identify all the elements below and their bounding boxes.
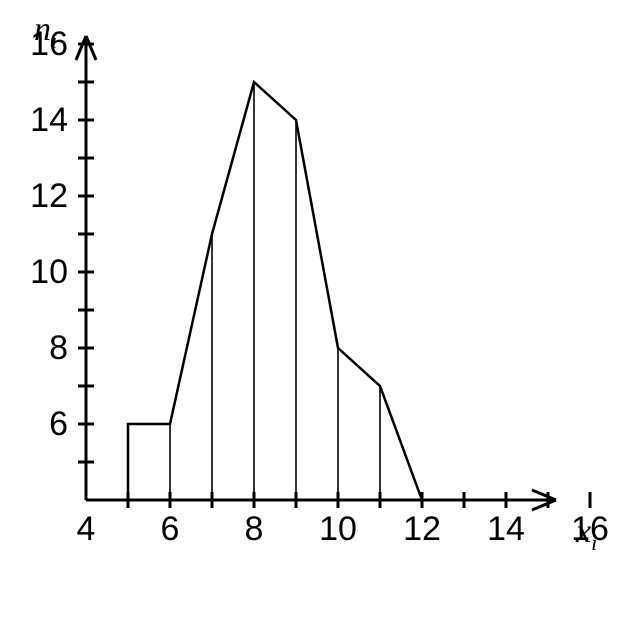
chart-container: { "chart": { "type": "line-polygon", "ca… xyxy=(0,0,640,624)
x-tick-label: 10 xyxy=(319,510,357,548)
x-tick-label: 6 xyxy=(161,510,180,548)
data-polyline xyxy=(128,82,422,500)
x-tick-label: 12 xyxy=(403,510,441,548)
x-tick-label: 4 xyxy=(77,510,96,548)
frequency-polygon-chart: 468101214166810121416nixi xyxy=(0,0,640,624)
y-tick-label: 8 xyxy=(49,329,68,367)
y-axis-label: ni xyxy=(34,11,57,53)
y-tick-label: 14 xyxy=(30,101,68,139)
y-tick-label: 12 xyxy=(30,177,68,215)
y-tick-label: 10 xyxy=(30,253,68,291)
x-tick-label: 8 xyxy=(245,510,264,548)
y-tick-label: 6 xyxy=(49,405,68,443)
x-tick-label: 14 xyxy=(487,510,525,548)
